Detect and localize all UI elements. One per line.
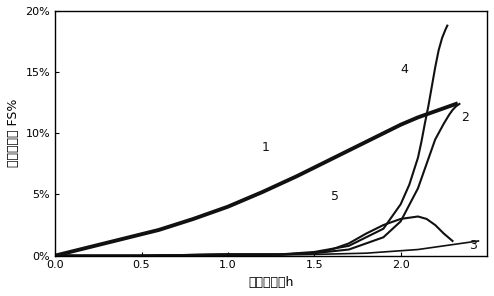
Text: 2: 2 [461, 111, 468, 124]
Y-axis label: 非线性误差 FS%: 非线性误差 FS% [7, 99, 20, 168]
Text: 1: 1 [262, 141, 270, 155]
X-axis label: 归一化磁场h: 归一化磁场h [248, 276, 294, 289]
Text: 4: 4 [400, 63, 408, 76]
Text: 3: 3 [469, 239, 477, 252]
Text: 5: 5 [331, 190, 339, 203]
